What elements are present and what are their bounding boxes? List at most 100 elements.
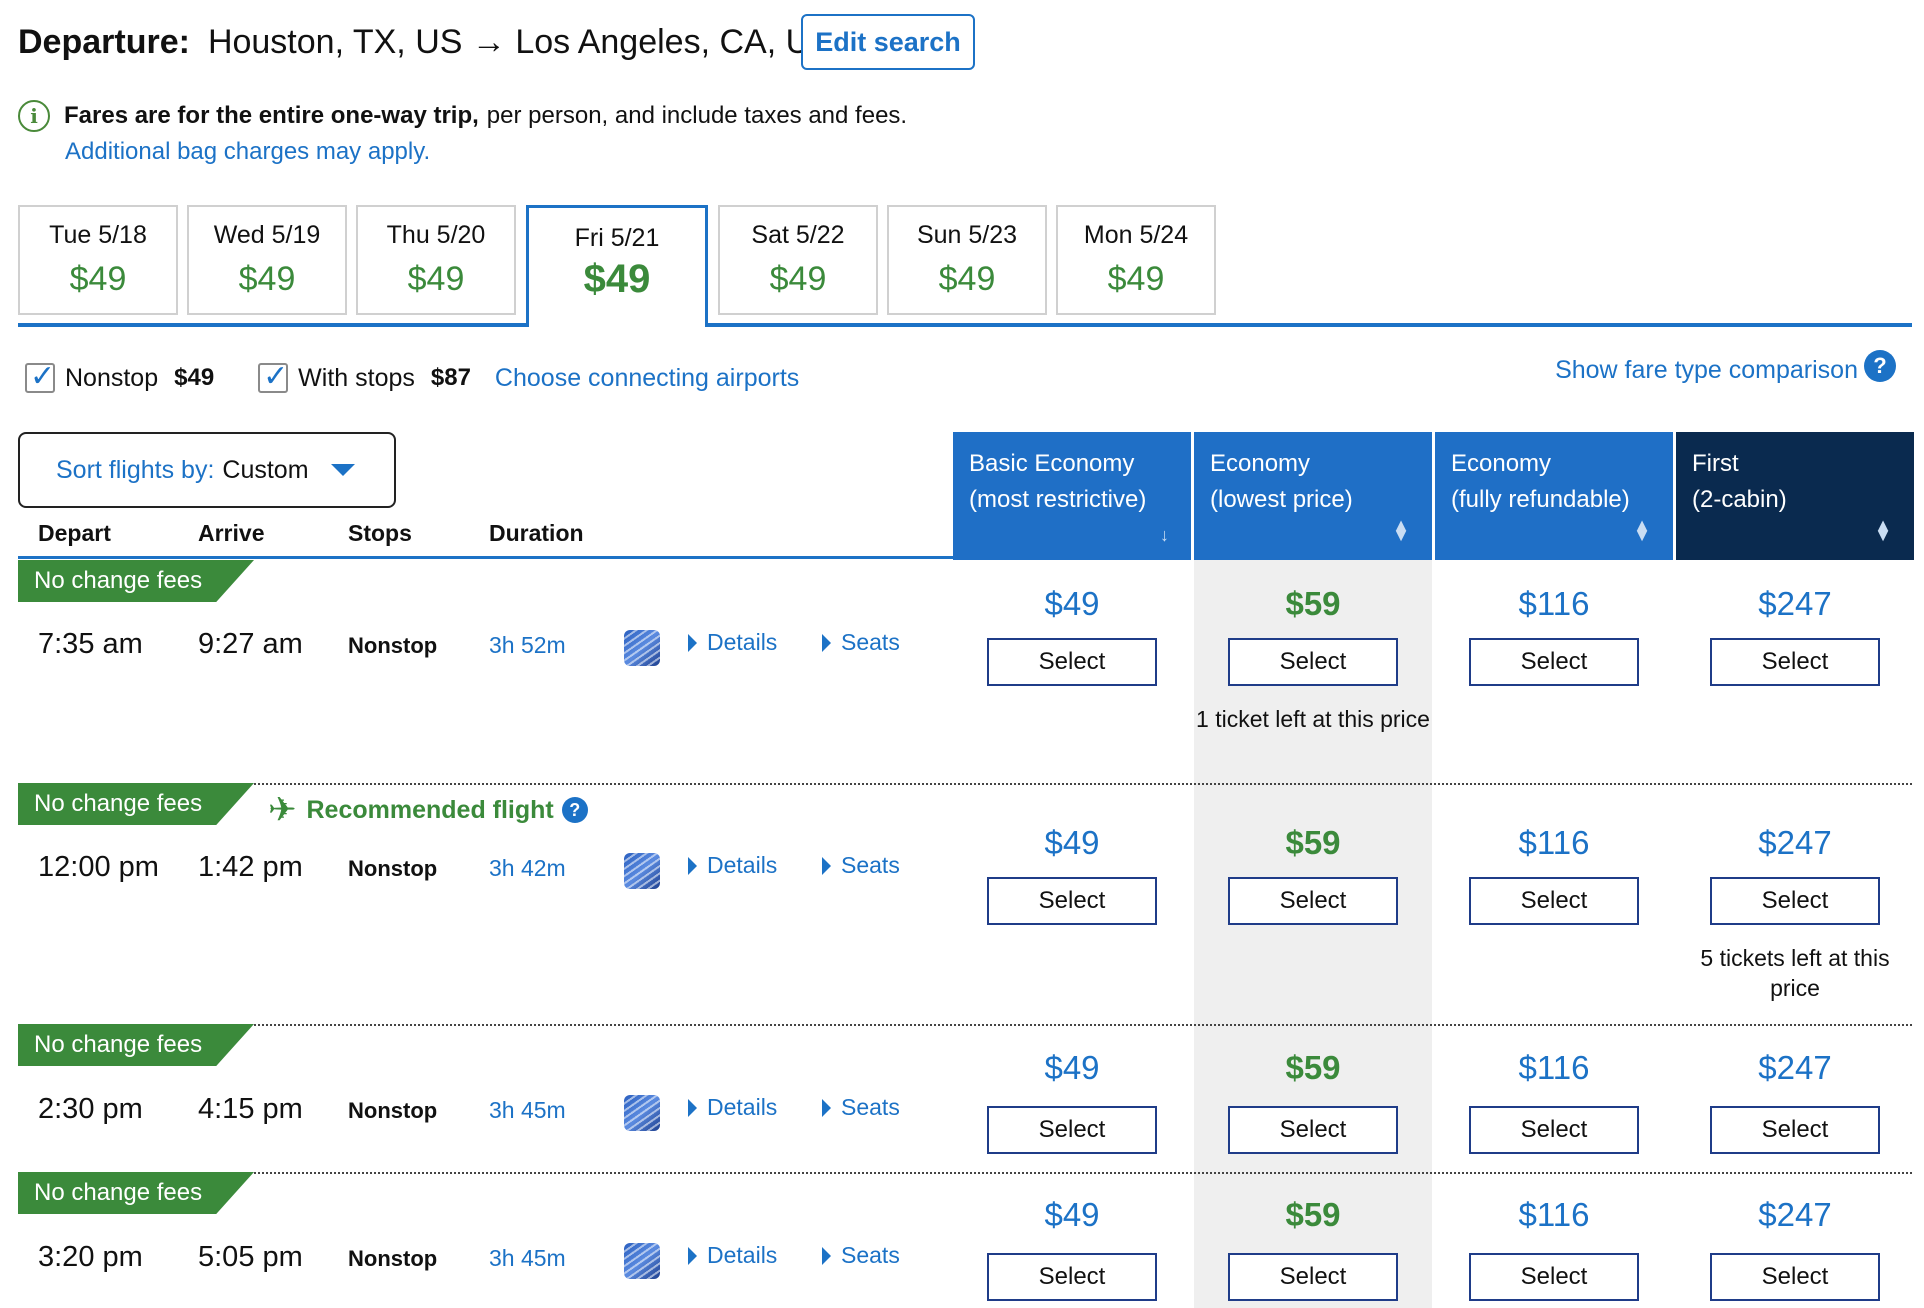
seats-link[interactable]: Seats — [822, 852, 900, 879]
fare-price-economy: $59 — [1285, 1196, 1341, 1233]
departure-label: Departure: — [18, 22, 190, 61]
date-tab-sun[interactable]: Sun 5/23 $49 — [887, 205, 1047, 315]
duration-value: 3h 52m — [489, 632, 566, 658]
select-refundable-button[interactable]: Select — [1469, 638, 1639, 686]
fare-comparison-label: Show fare type comparison — [1555, 356, 1858, 384]
select-basic-button[interactable]: Select — [987, 1253, 1157, 1301]
select-first-button[interactable]: Select — [1710, 1253, 1880, 1301]
fare-header-economy-refundable[interactable]: Economy (fully refundable) ▲ ▼ — [1435, 432, 1673, 560]
fare-price-first: $247 — [1758, 1196, 1832, 1233]
select-basic-button[interactable]: Select — [987, 1106, 1157, 1154]
select-refundable-button[interactable]: Select — [1469, 877, 1639, 925]
date-tab-tue[interactable]: Tue 5/18 $49 — [18, 205, 178, 315]
fare-info-bold: Fares are for the entire one-way trip, — [64, 102, 479, 129]
details-label: Details — [707, 852, 778, 878]
fare-header-first[interactable]: First (2-cabin) ▲ ▼ — [1676, 432, 1914, 560]
details-label: Details — [707, 1094, 778, 1120]
fare-price-economy: $59 — [1285, 1049, 1341, 1086]
select-refundable-button[interactable]: Select — [1469, 1106, 1639, 1154]
select-basic-button[interactable]: Select — [987, 638, 1157, 686]
select-first-button[interactable]: Select — [1710, 877, 1880, 925]
fare-price-refundable: $116 — [1518, 585, 1590, 622]
date-tab-wed[interactable]: Wed 5/19 $49 — [187, 205, 347, 315]
stops-value: Nonstop — [348, 1246, 438, 1271]
select-economy-button[interactable]: Select — [1228, 1253, 1398, 1301]
sort-value: Custom — [222, 455, 309, 484]
fare-price-economy: $59 — [1285, 824, 1341, 861]
details-link[interactable]: Details — [688, 629, 777, 656]
select-economy-button[interactable]: Select — [1228, 877, 1398, 925]
sort-icon: ▲ ▼ — [1392, 515, 1410, 545]
details-link[interactable]: Details — [688, 1242, 777, 1269]
date-tab-day: Fri 5/21 — [574, 224, 660, 252]
departure-header: Departure: Houston, TX, US → Los Angeles… — [18, 14, 833, 70]
details-link[interactable]: Details — [688, 852, 777, 879]
nonstop-checkbox[interactable] — [25, 359, 55, 394]
select-economy-button[interactable]: Select — [1228, 1106, 1398, 1154]
seats-link[interactable]: Seats — [822, 1094, 900, 1121]
date-tab-thu[interactable]: Thu 5/20 $49 — [356, 205, 516, 315]
date-tab-price: $49 — [583, 257, 651, 301]
col-duration: Duration — [489, 520, 584, 546]
date-tabs-baseline — [18, 323, 1912, 327]
fare-price-basic: $49 — [1044, 1196, 1100, 1233]
stops-value: Nonstop — [348, 856, 438, 881]
stops-value: Nonstop — [348, 1098, 438, 1123]
row-divider — [18, 1024, 1912, 1026]
select-first-button[interactable]: Select — [1710, 1106, 1880, 1154]
seats-link[interactable]: Seats — [822, 1242, 900, 1269]
with-stops-price: $87 — [430, 364, 471, 391]
help-icon[interactable]: ? — [561, 797, 588, 823]
fare-price-basic: $49 — [1044, 1049, 1100, 1086]
date-tab-price: $49 — [769, 260, 827, 298]
help-icon[interactable]: ? — [1864, 349, 1896, 382]
date-tab-sat[interactable]: Sat 5/22 $49 — [718, 205, 878, 315]
seats-label: Seats — [841, 629, 900, 655]
fare-price-refundable: $116 — [1518, 824, 1590, 861]
depart-time: 2:30 pm — [38, 1093, 143, 1125]
fare-comparison-link[interactable]: Show fare type comparison ? — [1555, 349, 1896, 385]
nonstop-price: $49 — [174, 364, 215, 391]
fare-header-line2: (most restrictive) — [969, 486, 1147, 513]
arrive-time: 9:27 am — [198, 628, 303, 660]
fare-price-refundable: $116 — [1518, 1196, 1590, 1233]
date-tab-mon[interactable]: Mon 5/24 $49 — [1056, 205, 1216, 315]
seats-left-note: 1 ticket left at this price — [1196, 706, 1430, 732]
fare-info-rest: per person, and include taxes and fees. — [486, 102, 908, 129]
select-basic-button[interactable]: Select — [987, 877, 1157, 925]
fare-header-line1: Basic Economy — [969, 450, 1135, 477]
fare-header-line2: (2-cabin) — [1692, 486, 1787, 513]
connecting-airports-link[interactable]: Choose connecting airports — [494, 363, 800, 392]
arrive-time: 1:42 pm — [198, 851, 303, 883]
duration-value: 3h 45m — [489, 1097, 566, 1123]
date-tab-fri[interactable]: Fri 5/21 $49 — [526, 205, 708, 327]
fare-price-basic: $49 — [1044, 824, 1100, 861]
select-first-button[interactable]: Select — [1710, 638, 1880, 686]
sort-dropdown[interactable]: Sort flights by: Custom — [18, 432, 396, 508]
bag-charges-link[interactable]: Additional bag charges may apply. — [65, 138, 431, 165]
route-text: Houston, TX, US → Los Angeles, CA, US — [207, 22, 833, 61]
caret-right-icon — [688, 1098, 697, 1117]
select-refundable-button[interactable]: Select — [1469, 1253, 1639, 1301]
stops-value: Nonstop — [348, 633, 438, 658]
details-label: Details — [707, 629, 778, 655]
with-stops-checkbox[interactable] — [258, 359, 288, 394]
fare-price-basic: $49 — [1044, 585, 1100, 622]
fare-header-line1: Economy — [1451, 450, 1552, 477]
seats-link[interactable]: Seats — [822, 629, 900, 656]
fare-header-economy[interactable]: Economy (lowest price) ▲ ▼ — [1194, 432, 1432, 560]
depart-time: 3:20 pm — [38, 1241, 143, 1273]
fare-header-basic-economy[interactable]: Basic Economy (most restrictive) ↓ — [953, 432, 1191, 560]
nonstop-label: Nonstop — [65, 363, 159, 392]
no-change-fees-badge: No change fees — [18, 783, 254, 825]
caret-right-icon — [822, 1246, 831, 1265]
airline-logo-icon — [624, 1243, 660, 1279]
caret-right-icon — [822, 633, 831, 652]
duration-value: 3h 42m — [489, 855, 566, 881]
select-economy-button[interactable]: Select — [1228, 638, 1398, 686]
date-tab-price: $49 — [69, 260, 127, 298]
depart-time: 12:00 pm — [38, 851, 159, 883]
details-link[interactable]: Details — [688, 1094, 777, 1121]
edit-search-button[interactable]: Edit search — [801, 14, 975, 70]
caret-right-icon — [688, 856, 697, 875]
